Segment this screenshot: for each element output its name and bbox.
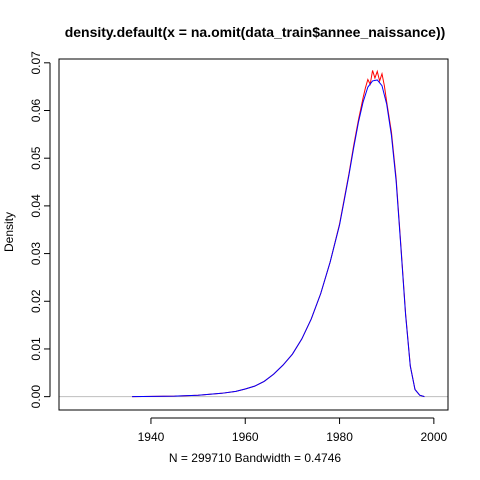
y-tick-label: 0.00 bbox=[29, 385, 43, 409]
x-axis-label: N = 299710 Bandwidth = 0.4746 bbox=[169, 451, 341, 465]
y-tick-label: 0.07 bbox=[29, 51, 43, 75]
y-tick-label: 0.06 bbox=[29, 99, 43, 123]
y-tick-label: 0.05 bbox=[29, 146, 43, 170]
y-axis-label: Density bbox=[2, 212, 16, 252]
y-axis: 0.00 0.01 0.02 0.03 0.04 0.05 0.06 0.07 bbox=[29, 51, 51, 409]
plot-area bbox=[59, 69, 448, 398]
series-2-line bbox=[132, 79, 425, 398]
chart-title: density.default(x = na.omit(data_train$a… bbox=[65, 24, 446, 40]
x-tick-label: 1940 bbox=[138, 430, 165, 444]
x-tick-label: 2000 bbox=[421, 430, 448, 444]
y-tick-label: 0.03 bbox=[29, 242, 43, 266]
plot-frame bbox=[58, 58, 449, 411]
x-tick-label: 1960 bbox=[232, 430, 259, 444]
y-tick-label: 0.04 bbox=[29, 194, 43, 218]
y-tick-label: 0.01 bbox=[29, 337, 43, 361]
y-tick-label: 0.02 bbox=[29, 289, 43, 313]
x-tick-label: 1980 bbox=[326, 430, 353, 444]
x-axis: 1940 1960 1980 2000 bbox=[138, 417, 448, 444]
